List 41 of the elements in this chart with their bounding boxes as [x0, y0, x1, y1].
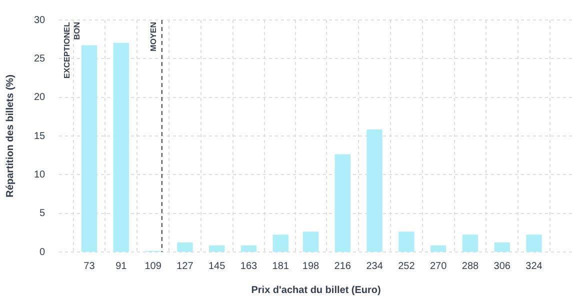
- x-tick-label: 127: [176, 260, 194, 272]
- x-tick-label: 198: [302, 260, 320, 272]
- y-tick-label: 30: [34, 14, 46, 26]
- bar: [113, 42, 129, 252]
- x-tick-label: 324: [526, 260, 543, 272]
- bar: [366, 129, 382, 252]
- y-tick-label: 15: [34, 130, 46, 142]
- x-tick-label: 252: [398, 260, 416, 272]
- bar: [209, 245, 225, 252]
- x-tick-label: 73: [84, 260, 96, 272]
- annotation: EXCEPTIONEL: [62, 22, 72, 78]
- y-tick-label: 10: [34, 169, 46, 180]
- x-tick-label: 288: [462, 260, 480, 272]
- bar: [81, 45, 98, 252]
- bar: [462, 234, 478, 252]
- bar: [398, 232, 414, 252]
- x-tick-label: 145: [208, 260, 226, 272]
- bar: [240, 245, 257, 252]
- y-tick-label: 5: [40, 208, 46, 220]
- bar: [302, 232, 319, 252]
- x-tick-label: 234: [366, 260, 384, 272]
- bar: [430, 245, 446, 252]
- bar: [494, 242, 510, 252]
- x-tick-label: 181: [272, 260, 290, 272]
- bar: [526, 234, 542, 252]
- x-tick-label: 306: [494, 260, 511, 272]
- y-tick-label: 20: [34, 92, 46, 104]
- annotation: BON: [72, 22, 82, 40]
- bar: [334, 154, 350, 252]
- ref-line-label: MOYEN: [149, 22, 158, 52]
- x-tick-label: 91: [116, 260, 128, 272]
- bar: [272, 234, 288, 252]
- x-tick-label: 216: [334, 260, 352, 272]
- y-tick-label: 0: [40, 246, 46, 258]
- x-axis-title: Prix d'achat du billet (Euro): [251, 284, 381, 296]
- x-tick-label: 109: [144, 260, 162, 272]
- x-tick-label: 163: [240, 260, 258, 272]
- x-tick-label: 270: [430, 260, 448, 272]
- y-axis-title: Répartition des billets (%): [4, 74, 16, 198]
- y-tick-label: 25: [34, 53, 46, 64]
- bar: [177, 242, 193, 252]
